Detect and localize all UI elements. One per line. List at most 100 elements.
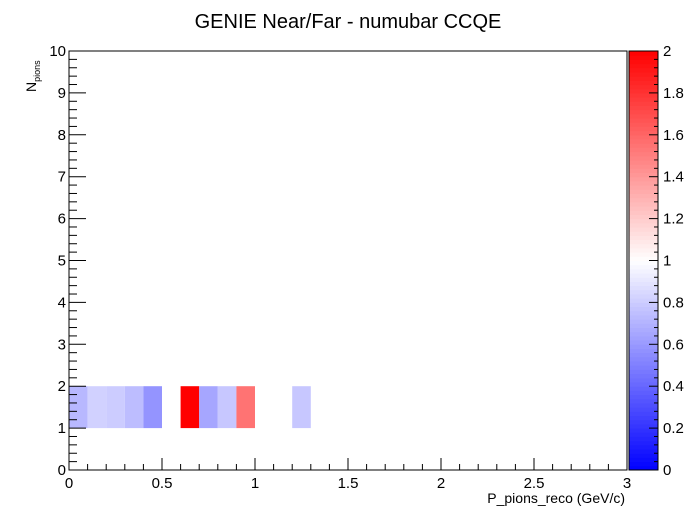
color-scale-band [629, 143, 658, 148]
color-scale-band [629, 373, 658, 379]
color-scale-band [629, 390, 658, 396]
chart-title: GENIE Near/Far - numubar CCQE [195, 11, 502, 33]
y-tick-label: 3 [58, 336, 66, 353]
color-scale-band [629, 201, 658, 207]
y-tick-label: 7 [58, 169, 66, 186]
color-scale-band [629, 394, 658, 400]
y-tick-label: 8 [58, 127, 66, 144]
color-scale-band [629, 444, 658, 450]
color-scale-band [629, 331, 658, 337]
color-scale-band [629, 369, 658, 375]
color-scale-band [629, 155, 658, 161]
color-scale-band [629, 71, 658, 77]
color-scale-band [629, 411, 658, 417]
color-scale-band [629, 352, 658, 358]
color-scale-band [629, 415, 658, 421]
color-scale-band [629, 289, 658, 295]
color-scale-band [629, 386, 658, 391]
color-scale-band [629, 285, 658, 291]
color-scale-band [629, 340, 658, 345]
z-tick-label: 0.6 [663, 336, 684, 353]
y-tick-label: 4 [58, 294, 66, 311]
z-tick-label: 0.2 [663, 420, 684, 437]
color-scale-band [629, 63, 658, 69]
color-scale-band [629, 423, 658, 429]
color-scale: 0 0.2 0.4 0.6 0.8 1 1.2 1.4 1.6 1.8 2 [628, 43, 684, 479]
color-scale-band [629, 402, 658, 408]
color-scale-band [629, 88, 658, 94]
z-tick-label: 0 [663, 462, 671, 479]
color-scale-band [629, 365, 658, 370]
color-scale-band [629, 298, 658, 303]
y-tick-label: 6 [58, 211, 66, 228]
x-tick-label: 1 [251, 475, 259, 492]
y-axis-label-sub: pions [32, 60, 42, 82]
color-scale-band [629, 247, 658, 253]
color-scale-band [629, 138, 658, 144]
heatmap-cell [124, 386, 144, 429]
color-scale-band [629, 277, 658, 282]
color-scale-band [629, 214, 658, 220]
color-scale-band [629, 151, 658, 157]
color-scale-band [629, 256, 658, 261]
color-scale-band [629, 335, 658, 341]
color-scale-band [629, 465, 658, 471]
color-scale-band [629, 264, 658, 270]
color-scale-band [629, 109, 658, 115]
color-scale-band [629, 118, 658, 123]
color-scale-band [629, 222, 658, 228]
color-scale-band [629, 382, 658, 387]
color-scale-band [629, 105, 658, 111]
color-scale-band [629, 206, 658, 211]
color-scale-band [629, 361, 658, 366]
heatmap-cells [69, 386, 311, 429]
heatmap-cell [87, 386, 107, 429]
color-scale-band [629, 398, 658, 404]
z-tick-label: 0.8 [663, 294, 684, 311]
color-scale-band [629, 419, 658, 425]
y-tick-label: 2 [58, 378, 66, 395]
heatmap-cell [236, 386, 255, 429]
heatmap-cell [143, 386, 162, 429]
x-tick-label: 0 [65, 475, 73, 492]
x-tick-label: 2.5 [524, 475, 545, 492]
color-scale-band [629, 210, 658, 215]
color-scale-band [629, 126, 658, 132]
y-tick-label: 10 [49, 43, 66, 60]
z-tick-label: 1.4 [663, 169, 684, 186]
color-scale-band [629, 356, 658, 362]
x-tick-label: 1.5 [338, 475, 359, 492]
heatmap-cell [180, 386, 200, 429]
color-scale-band [629, 428, 658, 433]
color-scale-band [629, 193, 658, 199]
z-tick-label: 2 [663, 43, 671, 60]
color-scale-band [629, 226, 658, 232]
color-scale-band [629, 164, 658, 169]
color-scale-band [629, 302, 658, 308]
color-scale-band [629, 51, 658, 56]
y-axis-label-main: N [23, 82, 39, 92]
heatmap-cell [292, 386, 311, 429]
color-scale-band [629, 252, 658, 257]
color-scale-band [629, 84, 658, 90]
y-axis-label: Npions [23, 60, 42, 92]
color-scale-band [629, 273, 658, 278]
color-scale-band [629, 323, 658, 329]
y-tick-label: 1 [58, 420, 66, 437]
color-scale-band [629, 294, 658, 299]
color-scale-band [629, 432, 658, 437]
color-scale-band [629, 453, 658, 458]
color-scale-band [629, 67, 658, 73]
color-scale-band [629, 449, 658, 454]
axes: 0 0.5 1 1.5 2 2.5 3 0 1 2 3 4 5 6 7 8 9 10 [49, 43, 631, 492]
color-scale-band [629, 319, 658, 324]
color-scale-band [629, 55, 658, 60]
color-scale-band [629, 92, 658, 98]
color-scale-band [629, 76, 658, 81]
x-axis-label: P_pions_reco (GeV/c) [487, 490, 625, 506]
color-scale-band [629, 235, 658, 241]
color-scale-band [629, 344, 658, 349]
z-tick-label: 0.4 [663, 378, 684, 395]
svg-text:Npions: Npions [23, 60, 42, 92]
color-scale-band [629, 306, 658, 312]
